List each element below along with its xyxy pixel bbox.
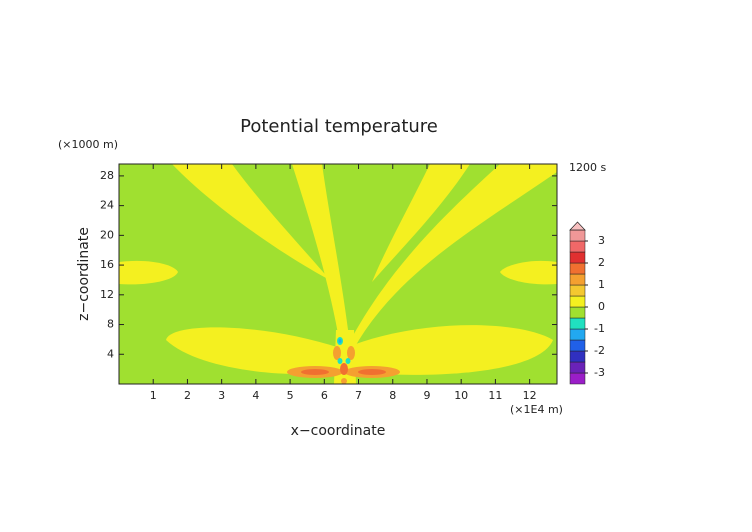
x-tick-label: 3 — [218, 389, 225, 402]
contour-region — [345, 358, 351, 364]
x-tick-label: 4 — [252, 389, 259, 402]
colorbar-extension — [569, 221, 586, 231]
contour-region — [345, 325, 553, 375]
x-tick-label: 2 — [184, 389, 191, 402]
colorbar-tick-label: 3 — [598, 234, 605, 247]
x-tick-label: 7 — [355, 389, 362, 402]
y-tick-label: 16 — [100, 258, 114, 271]
contour-region — [372, 164, 470, 282]
x-tick-label: 1 — [150, 389, 157, 402]
contour-region — [292, 164, 350, 345]
colorbar-tick-label: 2 — [598, 256, 605, 269]
colorbar-tick-label: 1 — [598, 278, 605, 291]
colorbar-band — [569, 339, 586, 352]
contour-region — [301, 369, 329, 375]
contour-region — [172, 164, 330, 280]
colorbar-band — [569, 306, 586, 319]
time-label: 1200 s — [569, 161, 606, 174]
contour-region — [338, 339, 342, 343]
contour-region — [333, 346, 341, 360]
y-tick-label: 8 — [107, 318, 114, 331]
x-tick-label: 10 — [454, 389, 468, 402]
colorbar-band — [569, 273, 586, 286]
colorbar-band — [569, 317, 586, 330]
colorbar-band — [569, 262, 586, 275]
contour-region — [358, 369, 386, 375]
contour-region — [337, 358, 343, 364]
x-tick-label: 5 — [287, 389, 294, 402]
y-unit: (×1000 m) — [58, 138, 118, 151]
colorbar-band — [569, 328, 586, 341]
colorbar-tick-label: -2 — [594, 344, 605, 357]
y-axis-label: z−coordinate — [76, 227, 92, 321]
colorbar-band — [569, 240, 586, 253]
colorbar-tick-label: -3 — [594, 366, 605, 379]
chart-title: Potential temperature — [240, 116, 438, 137]
colorbar-band — [569, 372, 586, 385]
colorbar-band — [569, 295, 586, 308]
x-axis-label: x−coordinate — [291, 423, 386, 439]
y-tick-label: 28 — [100, 169, 114, 182]
contour-region — [166, 327, 346, 375]
x-tick-label: 8 — [389, 389, 396, 402]
x-tick-label: 6 — [321, 389, 328, 402]
x-unit: (×1E4 m) — [510, 403, 563, 416]
colorbar-band — [569, 284, 586, 297]
contour-region — [348, 164, 557, 345]
y-tick-label: 4 — [107, 347, 114, 360]
y-tick-label: 20 — [100, 228, 114, 241]
y-tick-label: 24 — [100, 199, 114, 212]
contour-region — [500, 260, 557, 285]
contour-region — [347, 346, 355, 360]
colorbar-band — [569, 251, 586, 264]
contour-region — [341, 378, 347, 384]
contour-region — [119, 260, 178, 285]
colorbar-band — [569, 229, 586, 242]
colorbar-band — [569, 350, 586, 363]
colorbar-band — [569, 361, 586, 374]
x-tick-label: 11 — [488, 389, 502, 402]
colorbar-tick-label: -1 — [594, 322, 605, 335]
x-tick-label: 9 — [423, 389, 430, 402]
colorbar-tick-label: 0 — [598, 300, 605, 313]
y-tick-label: 12 — [100, 288, 114, 301]
plot-frame — [118, 163, 558, 385]
x-tick-label: 12 — [523, 389, 537, 402]
contour-region — [340, 363, 348, 375]
